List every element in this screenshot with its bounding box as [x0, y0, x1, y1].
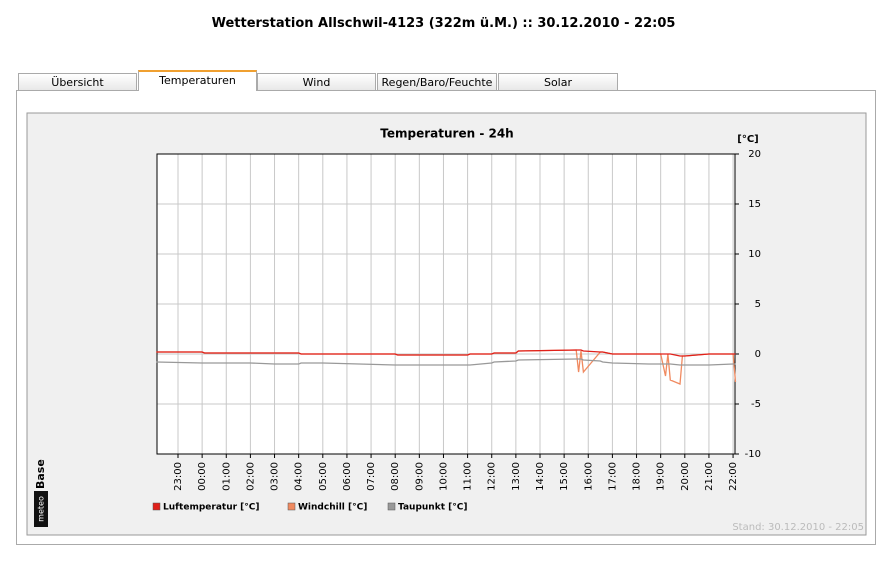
x-tick-label: 21:00 — [704, 462, 715, 491]
tab[interactable]: Regen/Baro/Feuchte — [377, 73, 497, 90]
x-tick-label: 05:00 — [318, 462, 329, 491]
x-tick-label: 06:00 — [342, 462, 353, 491]
x-tick-label: 08:00 — [390, 462, 401, 491]
plot-border — [156, 153, 736, 455]
chart-title: Temperaturen - 24h — [380, 127, 513, 141]
tab[interactable]: Solar — [498, 73, 618, 90]
legend-label: Windchill [°C] — [298, 503, 367, 513]
x-tick-label: 23:00 — [173, 462, 184, 491]
y-tick-label: 20 — [748, 149, 761, 160]
logo-box — [34, 491, 48, 527]
x-tick-label: 18:00 — [632, 462, 643, 491]
tab[interactable]: Übersicht — [18, 73, 137, 90]
series-line — [156, 358, 736, 366]
x-tick-label: 15:00 — [559, 462, 570, 491]
legend-label: Taupunkt [°C] — [398, 503, 467, 513]
legend-swatch — [152, 502, 161, 511]
x-tick-label: 14:00 — [535, 462, 546, 491]
x-tick-label: 00:00 — [197, 462, 208, 491]
y-tick-label: -10 — [745, 449, 761, 460]
x-tick-label: 16:00 — [583, 462, 594, 491]
logo-text: Base — [34, 459, 47, 489]
logo: meteo Base — [34, 459, 48, 527]
series-line — [156, 349, 736, 357]
logo-text: meteo — [37, 496, 46, 522]
y-tick-label: -5 — [751, 399, 761, 410]
y-axis-label: [°C] — [737, 134, 758, 145]
x-tick-label: 10:00 — [438, 462, 449, 491]
x-tick-label: 03:00 — [270, 462, 281, 491]
timestamp: Stand: 30.12.2010 - 22:05 — [732, 522, 864, 533]
x-tick-label: 07:00 — [366, 462, 377, 491]
x-tick-label: 17:00 — [607, 462, 618, 491]
x-tick-label: 09:00 — [414, 462, 425, 491]
y-tick-label: 15 — [748, 199, 761, 210]
tab[interactable]: Wind — [257, 73, 376, 90]
y-tick-label: 0 — [755, 349, 761, 360]
x-tick-label: 13:00 — [511, 462, 522, 491]
x-tick-label: 11:00 — [463, 462, 474, 491]
x-tick-label: 19:00 — [656, 462, 667, 491]
panel — [16, 90, 876, 545]
legend-swatch — [387, 502, 396, 511]
x-tick-label: 20:00 — [680, 462, 691, 491]
x-tick-label: 12:00 — [487, 462, 498, 491]
page-title: Wetterstation Allschwil-4123 (322m ü.M.)… — [211, 16, 676, 31]
x-tick-label: 01:00 — [221, 462, 232, 491]
legend-swatch — [287, 502, 296, 511]
tab[interactable]: Temperaturen — [138, 70, 257, 91]
x-tick-label: 22:00 — [728, 462, 739, 491]
legend-label: Luftemperatur [°C] — [163, 503, 260, 513]
y-tick-label: 5 — [755, 299, 761, 310]
x-tick-label: 02:00 — [245, 462, 256, 491]
x-tick-label: 04:00 — [294, 462, 305, 491]
y-tick-label: 10 — [748, 249, 761, 260]
